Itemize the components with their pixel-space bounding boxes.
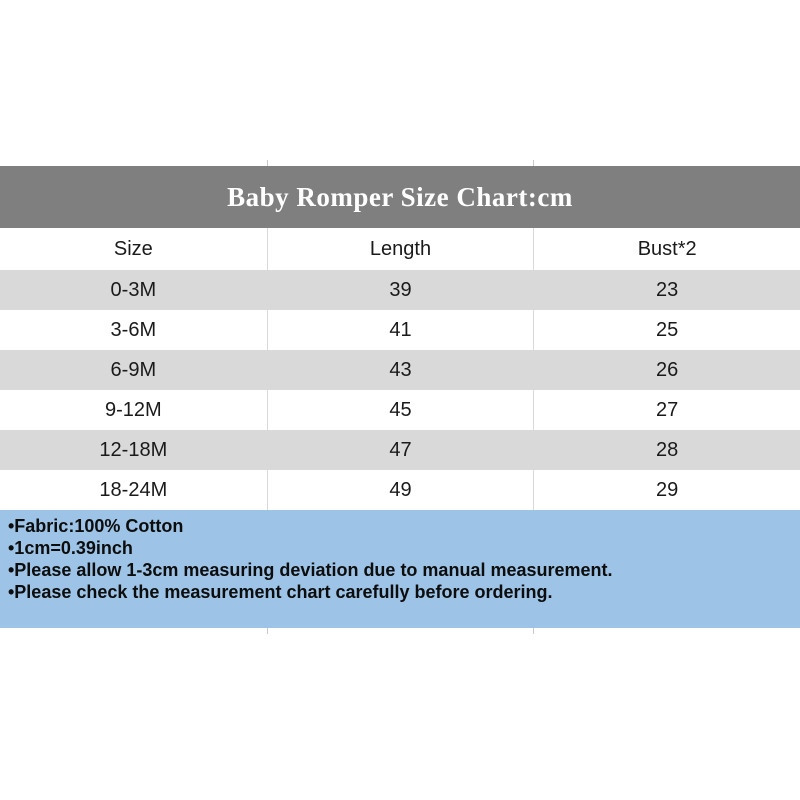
table-row: 12-18M 47 28 [0,430,800,470]
grid-line-stub [533,160,535,166]
cell-bust: 26 [533,350,800,390]
table-row: 18-24M 49 29 [0,470,800,510]
cell-bust: 28 [533,430,800,470]
note-deviation: •Please allow 1-3cm measuring deviation … [8,560,613,580]
table-row: 9-12M 45 27 [0,390,800,430]
cell-length: 39 [266,270,534,310]
notes-panel: •Fabric:100% Cotton •1cm=0.39inch •Pleas… [0,510,800,628]
table-row: 6-9M 43 26 [0,350,800,390]
cell-size: 12-18M [99,438,168,461]
cell-bust: 29 [533,470,800,510]
table-header-row: Size Length Bust*2 [0,228,800,270]
cell-length: 41 [266,310,534,350]
cell-size: 3-6M [110,318,157,341]
size-table: Size Length Bust*2 0-3M 39 23 3-6M 41 25… [0,228,800,510]
cell-bust: 23 [533,270,800,310]
chart-title: Baby Romper Size Chart:cm [227,181,573,212]
top-whitespace [0,0,800,166]
table-row: 3-6M 41 25 [0,310,800,350]
note-check-chart: •Please check the measurement chart care… [8,582,553,602]
cell-size: 6-9M [110,358,157,381]
cell-length: 45 [266,390,534,430]
column-header-bust: Bust*2 [533,228,800,270]
grid-line-stub [266,160,268,166]
title-band: Baby Romper Size Chart:cm [0,166,800,228]
cell-size: 0-3M [110,278,157,301]
cell-length: 43 [266,350,534,390]
note-fabric: •Fabric:100% Cotton [8,516,184,536]
cell-size: 18-24M [99,478,168,501]
grid-line-stub [266,628,268,634]
column-header-length: Length [266,228,534,270]
note-unit-conversion: •1cm=0.39inch [8,538,133,558]
cell-size: 9-12M [104,398,162,421]
column-header-size: Size [113,237,153,260]
grid-line-stub [533,628,535,634]
cell-bust: 27 [533,390,800,430]
table-row: 0-3M 39 23 [0,270,800,310]
cell-length: 49 [266,470,534,510]
cell-bust: 25 [533,310,800,350]
cell-length: 47 [266,430,534,470]
